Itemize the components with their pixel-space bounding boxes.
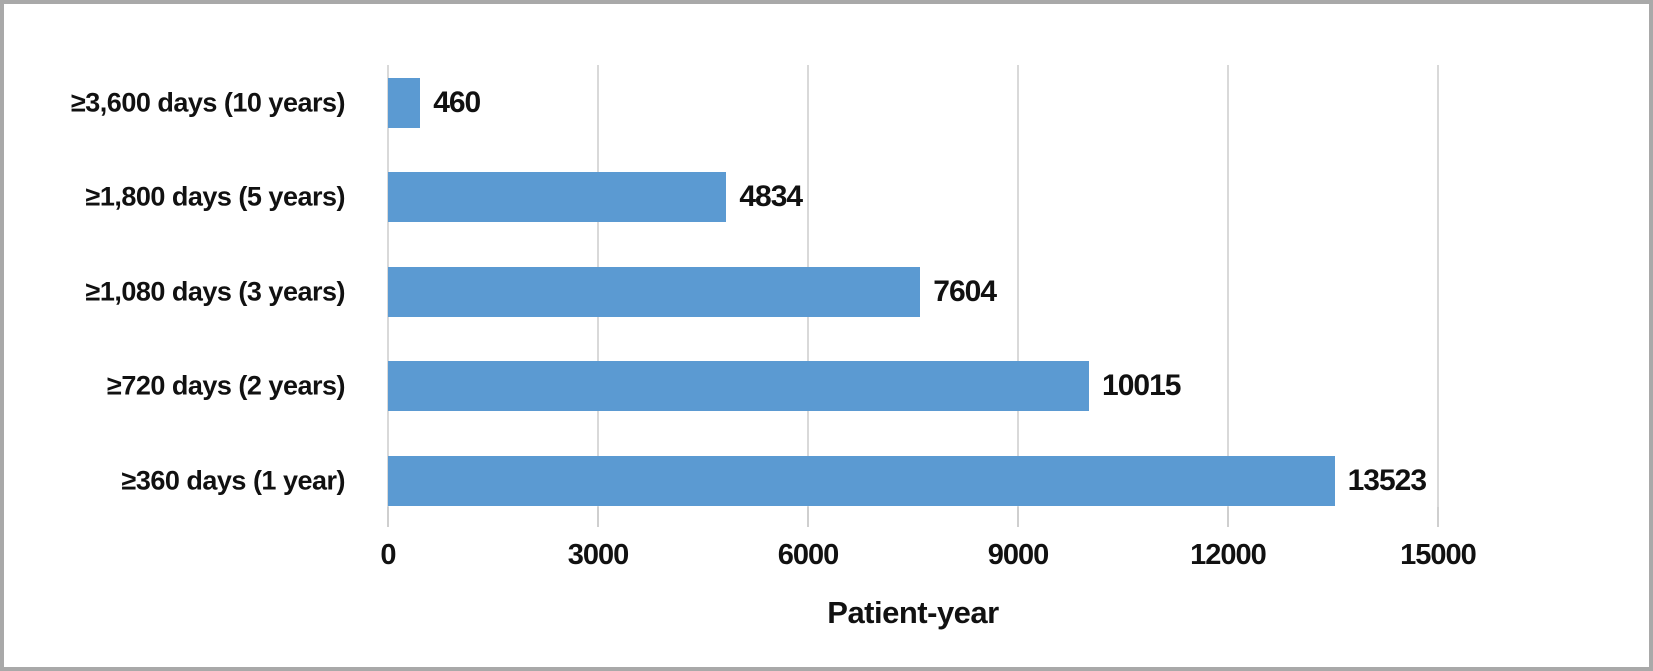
bar-4 [388, 455, 1335, 506]
category-label-4: ≥360 days (1 year) [121, 465, 346, 496]
x-tick-mark-15000 [1437, 507, 1439, 527]
x-tick-mark-9000 [1017, 507, 1019, 527]
gridline-x-12000 [1227, 65, 1229, 507]
x-tick-mark-0 [387, 507, 389, 527]
bar-1 [388, 172, 727, 223]
plot-area: 460 4834 7604 10015 13523 [387, 65, 1439, 507]
x-tick-label-3000: 3000 [567, 539, 630, 571]
category-label-3: ≥720 days (2 years) [107, 370, 345, 401]
bar-value-label-4: 13523 [1347, 463, 1427, 497]
bar-value-label-2: 7604 [933, 274, 997, 308]
bar-0 [388, 78, 421, 128]
x-tick-label-6000: 6000 [777, 539, 840, 571]
x-tick-label-9000: 9000 [987, 539, 1050, 571]
bar-value-label-0: 460 [433, 86, 481, 119]
x-tick-label-0: 0 [380, 539, 396, 571]
category-label-1: ≥1,800 days (5 years) [85, 181, 346, 212]
x-tick-mark-3000 [597, 507, 599, 527]
x-tick-mark-6000 [807, 507, 809, 527]
category-axis-labels: ≥3,600 days (10 years) ≥1,800 days (5 yea… [0, 65, 346, 507]
x-axis: 0 3000 6000 9000 12000 15000 [380, 507, 1477, 597]
category-label-2: ≥1,080 days (3 years) [85, 276, 346, 307]
x-tick-label-12000: 12000 [1190, 539, 1267, 571]
bar-value-label-3: 10015 [1102, 369, 1181, 403]
bar-2 [388, 266, 921, 317]
gridline-x-15000 [1437, 65, 1439, 507]
x-tick-mark-12000 [1227, 507, 1229, 527]
category-label-0: ≥3,600 days (10 years) [70, 87, 346, 118]
x-tick-label-15000: 15000 [1400, 539, 1477, 571]
gridline-x-9000 [1017, 65, 1019, 507]
x-axis-title: Patient-year [827, 595, 999, 630]
bar-3 [388, 361, 1090, 412]
bar-value-label-1: 4834 [739, 180, 803, 214]
